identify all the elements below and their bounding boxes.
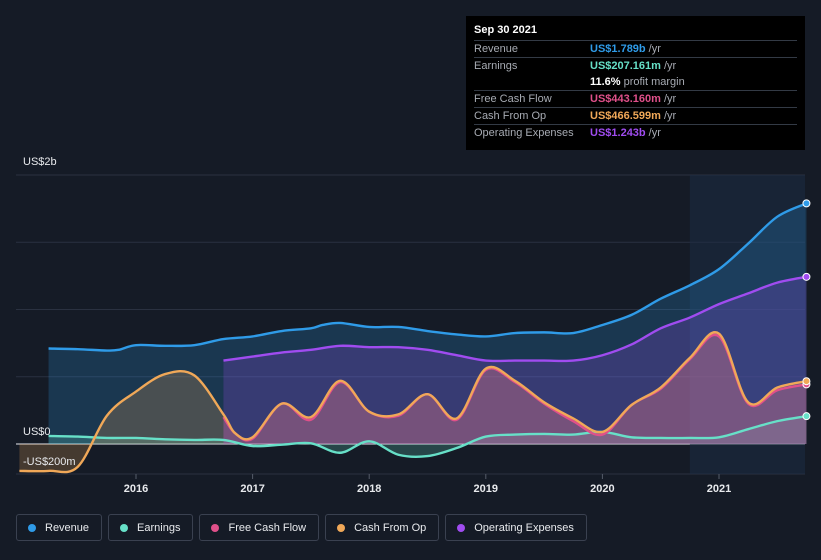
legend-dot-icon xyxy=(457,523,466,532)
legend-label: Revenue xyxy=(45,521,90,534)
tooltip-label: Revenue xyxy=(474,43,519,55)
x-axis-ticks: 2016 2017 2018 2019 2020 2021 xyxy=(124,474,731,495)
tooltip-unit: /yr xyxy=(648,43,661,55)
area-earnings xyxy=(48,416,807,457)
tooltip-row-revenue: Revenue US$1.789b /yr xyxy=(474,40,797,57)
area-operating-expenses xyxy=(223,276,807,444)
y-label-bottom: -US$200m xyxy=(23,456,76,468)
tooltip-row-operating-expenses: Operating Expenses US$1.243b /yr xyxy=(474,124,797,141)
x-tick-label: 2016 xyxy=(124,483,148,495)
tooltip-row-cash-from-op: Cash From Op US$466.599m /yr xyxy=(474,107,797,124)
line-operating-expenses xyxy=(223,275,807,363)
x-tick-label: 2017 xyxy=(240,483,264,495)
legend-item-cash-from-op[interactable]: Cash From Op xyxy=(325,514,440,541)
area-revenue xyxy=(48,203,807,444)
tooltip-unit: /yr xyxy=(663,110,677,122)
series-areas xyxy=(19,203,807,473)
series-end-markers xyxy=(802,199,811,421)
y-label-top: US$2b xyxy=(23,156,57,168)
tooltip-label xyxy=(474,74,590,90)
legend-item-operating-expenses[interactable]: Operating Expenses xyxy=(445,514,587,541)
line-cash-from-op xyxy=(19,331,807,474)
tooltip-unit: /yr xyxy=(663,93,677,105)
tooltip-label: Operating Expenses xyxy=(474,127,574,139)
area-free-cash-flow xyxy=(223,334,807,444)
legend-label: Free Cash Flow xyxy=(228,521,307,534)
highlight-band xyxy=(689,175,805,474)
x-tick-label: 2018 xyxy=(357,483,381,495)
legend-dot-icon xyxy=(120,523,129,532)
legend-label: Cash From Op xyxy=(354,521,427,534)
x-tick-label: 2019 xyxy=(474,483,498,495)
x-tick-label: 2020 xyxy=(590,483,614,495)
marker-revenue xyxy=(802,199,811,208)
legend-item-revenue[interactable]: Revenue xyxy=(16,514,103,541)
tooltip-label: Cash From Op xyxy=(474,110,547,122)
legend-dot-icon xyxy=(337,523,346,532)
x-tick-label: 2021 xyxy=(707,483,731,495)
line-earnings xyxy=(48,414,807,459)
tooltip-row-earnings: Earnings US$207.161m /yr xyxy=(474,57,797,74)
gridlines xyxy=(16,174,805,475)
marker-operating-expenses xyxy=(802,272,811,281)
tooltip-date: Sep 30 2021 xyxy=(474,24,537,36)
legend-item-earnings[interactable]: Earnings xyxy=(108,514,194,541)
tooltip-unit: /yr xyxy=(663,60,677,72)
tooltip-value: 11.6% xyxy=(590,76,621,88)
data-tooltip: Sep 30 2021 Revenue US$1.789b /yr Earnin… xyxy=(466,16,805,150)
chart-legend: Revenue Earnings Free Cash Flow Cash Fro… xyxy=(16,514,587,541)
series-lines xyxy=(19,202,807,474)
tooltip-label: Earnings xyxy=(474,60,518,72)
tooltip-row-free-cash-flow: Free Cash Flow US$443.160m /yr xyxy=(474,90,797,107)
area-cash-from-op xyxy=(19,332,807,473)
legend-label: Earnings xyxy=(137,521,181,534)
tooltip-unit: profit margin xyxy=(623,76,685,88)
tooltip-value: US$207.161m xyxy=(590,60,661,72)
tooltip-row-profit-margin: 11.6% profit margin xyxy=(474,74,797,90)
y-label-zero: US$0 xyxy=(23,426,51,438)
marker-earnings xyxy=(802,412,811,421)
tooltip-value: US$443.160m xyxy=(590,93,661,105)
legend-dot-icon xyxy=(211,523,220,532)
tooltip-unit: /yr xyxy=(648,127,661,139)
tooltip-label: Free Cash Flow xyxy=(474,93,552,105)
marker-cash-from-op xyxy=(802,377,811,386)
legend-item-free-cash-flow[interactable]: Free Cash Flow xyxy=(199,514,320,541)
line-revenue xyxy=(48,202,807,352)
legend-dot-icon xyxy=(28,523,36,532)
tooltip-value: US$1.789b xyxy=(590,43,646,55)
tooltip-value: US$1.243b xyxy=(590,127,646,139)
tooltip-value: US$466.599m xyxy=(590,110,661,122)
legend-label: Operating Expenses xyxy=(474,521,574,534)
